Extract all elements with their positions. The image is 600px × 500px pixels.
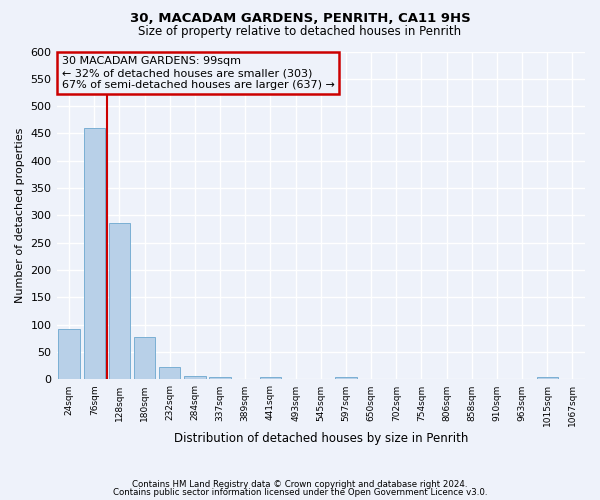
Bar [335, 376, 356, 380]
Y-axis label: Number of detached properties: Number of detached properties [15, 128, 25, 303]
Bar [134, 338, 155, 380]
Text: Contains HM Land Registry data © Crown copyright and database right 2024.: Contains HM Land Registry data © Crown c… [132, 480, 468, 489]
Bar [536, 376, 558, 380]
Text: 30, MACADAM GARDENS, PENRITH, CA11 9HS: 30, MACADAM GARDENS, PENRITH, CA11 9HS [130, 12, 470, 26]
Bar [83, 128, 105, 380]
Bar [58, 328, 80, 380]
Bar [109, 222, 130, 380]
Text: Size of property relative to detached houses in Penrith: Size of property relative to detached ho… [139, 25, 461, 38]
Text: 30 MACADAM GARDENS: 99sqm
← 32% of detached houses are smaller (303)
67% of semi: 30 MACADAM GARDENS: 99sqm ← 32% of detac… [62, 56, 335, 90]
Bar [159, 368, 181, 380]
Bar [209, 376, 231, 380]
Bar [260, 376, 281, 380]
X-axis label: Distribution of detached houses by size in Penrith: Distribution of detached houses by size … [173, 432, 468, 445]
Bar [184, 376, 206, 380]
Text: Contains public sector information licensed under the Open Government Licence v3: Contains public sector information licen… [113, 488, 487, 497]
